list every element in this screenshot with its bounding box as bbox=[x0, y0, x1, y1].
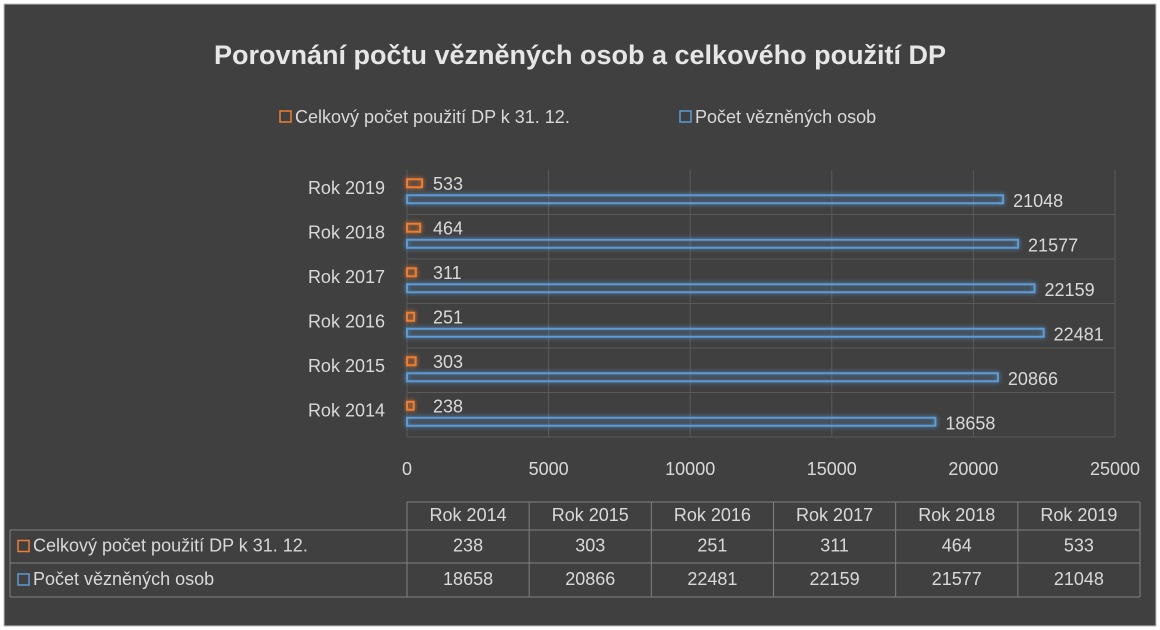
bar bbox=[406, 327, 1045, 338]
table-header: Rok 2016 bbox=[674, 505, 751, 525]
bar bbox=[406, 311, 416, 322]
table-header: Rok 2018 bbox=[918, 505, 995, 525]
chart-background bbox=[3, 3, 1157, 627]
table-cell: 22159 bbox=[810, 569, 860, 589]
data-label: 18658 bbox=[945, 414, 995, 434]
table-header: Rok 2014 bbox=[430, 505, 507, 525]
table-row-label: Počet vězněných osob bbox=[33, 569, 214, 589]
table-cell: 20866 bbox=[565, 569, 615, 589]
table-cell: 251 bbox=[697, 535, 727, 555]
table-cell: 533 bbox=[1064, 535, 1094, 555]
table-cell: 22481 bbox=[687, 569, 737, 589]
y-tick-label: Rok 2015 bbox=[308, 356, 385, 376]
table-cell: 464 bbox=[942, 535, 972, 555]
bar bbox=[406, 356, 417, 367]
bar bbox=[406, 372, 999, 383]
x-tick-label: 0 bbox=[402, 459, 412, 479]
legend-label: Počet vězněných osob bbox=[695, 107, 876, 127]
chart-title: Porovnání počtu vězněných osob a celkové… bbox=[214, 40, 946, 70]
legend-swatch bbox=[679, 110, 692, 123]
legend-label: Celkový počet použití DP k 31. 12. bbox=[295, 107, 570, 127]
data-label: 21048 bbox=[1013, 191, 1063, 211]
data-label: 464 bbox=[433, 219, 463, 239]
data-label: 311 bbox=[433, 263, 462, 283]
table-header: Rok 2015 bbox=[552, 505, 629, 525]
legend-swatch bbox=[279, 110, 292, 123]
table-cell: 18658 bbox=[443, 569, 493, 589]
data-label: 303 bbox=[433, 352, 463, 372]
table-header: Rok 2017 bbox=[796, 505, 873, 525]
bar bbox=[406, 283, 1036, 294]
table-cell: 21577 bbox=[932, 569, 982, 589]
table-cell: 311 bbox=[820, 535, 849, 555]
data-label: 251 bbox=[433, 308, 463, 328]
y-tick-label: Rok 2018 bbox=[308, 223, 385, 243]
y-tick-label: Rok 2016 bbox=[308, 312, 385, 332]
bar bbox=[406, 178, 424, 189]
x-tick-label: 20000 bbox=[948, 459, 998, 479]
bar bbox=[406, 416, 937, 427]
y-tick-label: Rok 2014 bbox=[308, 401, 385, 421]
table-cell: 238 bbox=[453, 535, 483, 555]
data-label: 21577 bbox=[1028, 236, 1078, 256]
x-tick-label: 5000 bbox=[529, 459, 569, 479]
table-cell: 21048 bbox=[1054, 569, 1104, 589]
bar bbox=[406, 222, 422, 233]
y-tick-label: Rok 2019 bbox=[308, 178, 385, 198]
data-label: 20866 bbox=[1008, 369, 1058, 389]
x-tick-label: 15000 bbox=[807, 459, 857, 479]
bar bbox=[406, 238, 1020, 249]
table-header: Rok 2019 bbox=[1040, 505, 1117, 525]
data-label: 22481 bbox=[1054, 325, 1104, 345]
table-cell: 303 bbox=[575, 535, 605, 555]
data-label: 533 bbox=[433, 174, 463, 194]
bar bbox=[406, 194, 1005, 205]
bar bbox=[406, 400, 415, 411]
y-tick-label: Rok 2017 bbox=[308, 267, 385, 287]
x-tick-label: 10000 bbox=[665, 459, 715, 479]
data-label: 22159 bbox=[1045, 280, 1095, 300]
x-tick-label: 25000 bbox=[1090, 459, 1140, 479]
table-legend-key bbox=[17, 573, 30, 586]
table-legend-key bbox=[17, 539, 30, 553]
data-label: 238 bbox=[433, 397, 463, 417]
table-row-label: Celkový počet použití DP k 31. 12. bbox=[33, 535, 308, 555]
bar bbox=[406, 267, 417, 278]
